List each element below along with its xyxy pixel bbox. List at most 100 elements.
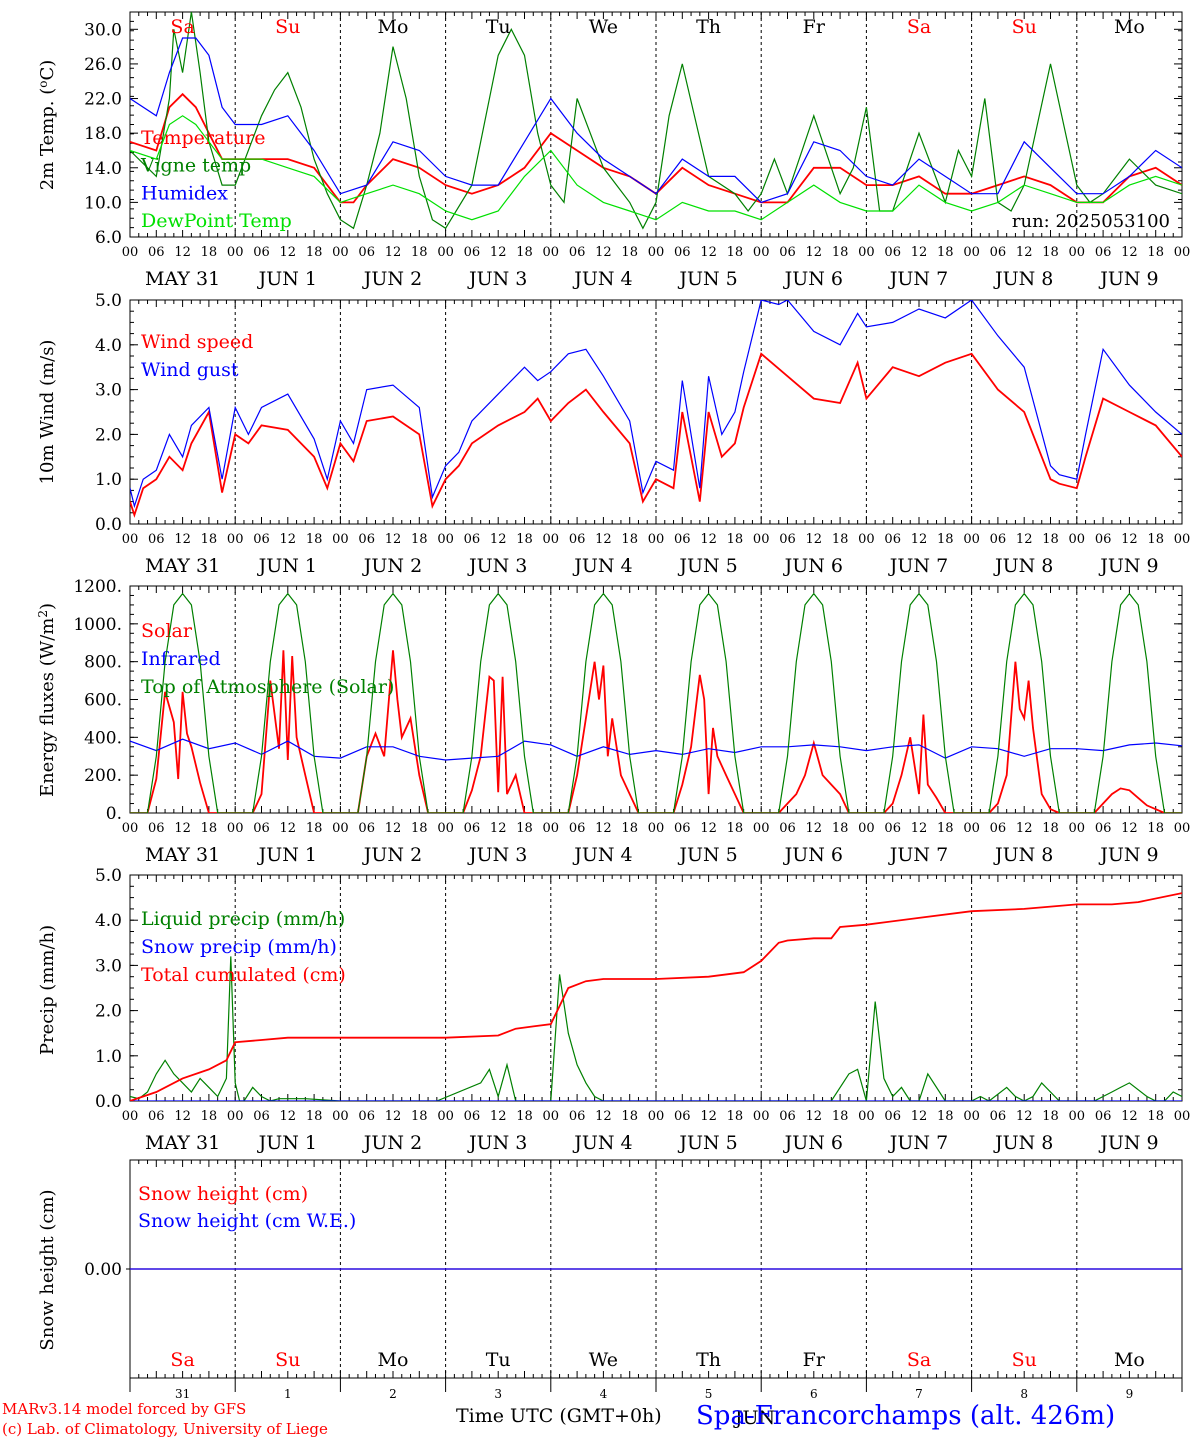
hour-tick-label: 00 <box>543 245 560 260</box>
y-tick-label: 2.0 <box>95 425 122 445</box>
hour-tick-label: 18 <box>1147 245 1164 260</box>
hour-tick-label: 00 <box>1069 245 1086 260</box>
hour-tick-label: 00 <box>437 821 454 836</box>
hour-tick-label: 00 <box>332 821 349 836</box>
weekday-label: Mo <box>378 16 409 38</box>
hour-tick-label: 06 <box>253 532 270 547</box>
date-label: JUN 5 <box>677 268 737 290</box>
hour-tick-label: 06 <box>148 245 165 260</box>
hour-tick-label: 00 <box>543 1109 560 1124</box>
hour-tick-label: 00 <box>963 245 980 260</box>
legend-entry: Liquid precip (mm/h) <box>141 908 345 930</box>
hour-tick-label: 12 <box>806 821 823 836</box>
legend-entry: Humidex <box>141 182 228 204</box>
location-label: Spa-Francorchamps (alt. 426m) <box>696 1401 1116 1431</box>
hour-tick-label: 00 <box>858 1109 875 1124</box>
y-tick-label: 1000. <box>73 615 122 635</box>
hour-tick-label: 12 <box>1016 821 1033 836</box>
hour-tick-label: 06 <box>990 245 1007 260</box>
weekday-label: Su <box>1012 1349 1037 1371</box>
date-label: JUN 6 <box>783 555 843 577</box>
hour-tick-label: 00 <box>753 245 770 260</box>
hour-tick-label: 00 <box>543 821 560 836</box>
hour-tick-label: 00 <box>543 532 560 547</box>
hour-tick-label: 12 <box>385 532 402 547</box>
hour-tick-label: 18 <box>937 532 954 547</box>
hour-tick-label: 12 <box>1016 532 1033 547</box>
hour-tick-label: 12 <box>280 1109 297 1124</box>
hour-tick-label: 06 <box>674 245 691 260</box>
hour-tick-label: 18 <box>201 532 218 547</box>
hour-tick-label: 18 <box>1147 821 1164 836</box>
hour-tick-label: 18 <box>937 245 954 260</box>
series-line-4 <box>130 115 1182 221</box>
date-label: JUN 8 <box>993 844 1053 866</box>
hour-tick-label: 18 <box>727 245 744 260</box>
hour-tick-label: 00 <box>1069 1109 1086 1124</box>
hour-tick-label: 12 <box>280 821 297 836</box>
weekday-label: Sa <box>907 16 931 38</box>
weekday-label: Mo <box>1114 1349 1145 1371</box>
hour-tick-label: 06 <box>358 245 375 260</box>
hour-tick-label: 06 <box>990 532 1007 547</box>
hour-tick-label: 00 <box>227 821 244 836</box>
y-tick-label: 2.0 <box>95 1002 122 1022</box>
hour-tick-label: 12 <box>806 245 823 260</box>
y-axis-label: 2m Temp. (oC) <box>36 60 58 191</box>
weekday-label: Sa <box>170 1349 194 1371</box>
hour-tick-label: 06 <box>569 1109 586 1124</box>
date-label: JUN 2 <box>362 844 422 866</box>
date-label: JUN 7 <box>888 268 948 290</box>
hour-tick-label: 06 <box>990 1109 1007 1124</box>
hour-tick-label: 00 <box>332 245 349 260</box>
hour-tick-label: 00 <box>227 245 244 260</box>
date-label: JUN 1 <box>257 555 317 577</box>
hour-tick-label: 06 <box>358 532 375 547</box>
y-tick-label: 4.0 <box>95 336 122 356</box>
hour-tick-label: 12 <box>280 245 297 260</box>
date-label: JUN 8 <box>993 268 1053 290</box>
hour-tick-label: 00 <box>858 821 875 836</box>
date-label: JUN 4 <box>572 844 632 866</box>
legend-entry: Vigne temp <box>140 155 251 177</box>
hour-tick-label: 18 <box>306 532 323 547</box>
hour-tick-label: 00 <box>227 1109 244 1124</box>
date-label: MAY 31 <box>145 844 220 866</box>
y-tick-label: 1.0 <box>95 470 122 490</box>
date-label: JUN 6 <box>783 268 843 290</box>
hour-tick-label: 18 <box>621 821 638 836</box>
hour-tick-label: 00 <box>753 532 770 547</box>
y-tick-label: 800. <box>84 653 122 673</box>
hour-tick-label: 18 <box>411 821 428 836</box>
hour-tick-label: 18 <box>832 821 849 836</box>
date-label: JUN 5 <box>677 555 737 577</box>
hour-tick-label: 18 <box>1042 245 1059 260</box>
date-label: MAY 31 <box>145 555 220 577</box>
hour-tick-label: 00 <box>648 245 665 260</box>
y-axis-label: Energy fluxes (W/m2) <box>36 603 58 797</box>
legend-entry: Total cumulated (cm) <box>141 964 346 986</box>
legend-entry: Snow height (cm W.E.) <box>138 1210 356 1232</box>
date-label: JUN 4 <box>572 555 632 577</box>
hour-tick-label: 00 <box>858 245 875 260</box>
date-label: JUN 6 <box>783 1132 843 1154</box>
hour-tick-label: 12 <box>174 1109 191 1124</box>
hour-tick-label: 12 <box>490 245 507 260</box>
y-tick-label: 200. <box>84 766 122 786</box>
hour-tick-label: 18 <box>516 532 533 547</box>
credit-line-2: (c) Lab. of Climatology, University of L… <box>2 1420 328 1438</box>
hour-tick-label: 18 <box>727 821 744 836</box>
hour-tick-label: 00 <box>227 532 244 547</box>
hour-tick-label: 18 <box>411 1109 428 1124</box>
hour-tick-label: 06 <box>253 821 270 836</box>
hour-tick-label: 18 <box>937 821 954 836</box>
hour-tick-label: 12 <box>174 821 191 836</box>
series-line-3 <box>130 37 1182 204</box>
y-tick-label: 22.0 <box>84 90 122 110</box>
hour-tick-label: 00 <box>332 532 349 547</box>
hour-tick-label: 12 <box>490 821 507 836</box>
hour-tick-label: 00 <box>963 821 980 836</box>
month-label: JUN <box>733 1407 775 1429</box>
hour-tick-label: 06 <box>464 245 481 260</box>
hour-tick-label: 12 <box>911 821 928 836</box>
